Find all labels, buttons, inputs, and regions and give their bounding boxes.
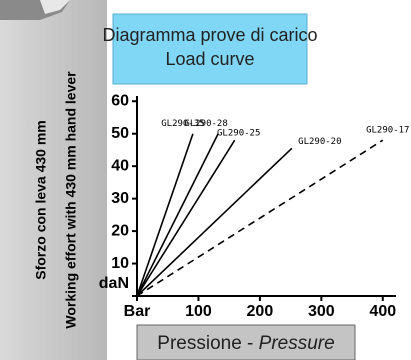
series-line — [136, 133, 219, 297]
y-tick-label: 50 — [111, 125, 129, 142]
y-tick-label: daN — [99, 275, 129, 292]
x-label: Pressione - Pressure — [157, 333, 334, 354]
series-label: GL290-25 — [217, 129, 260, 139]
y-label: Sforzo con leva 430 mm — [33, 120, 49, 280]
y-tick-label: 40 — [111, 157, 129, 174]
x-tick-label: 300 — [308, 303, 335, 320]
x-label-box — [136, 324, 356, 360]
series-label: GL290-20 — [298, 137, 341, 147]
x-tick-label: 100 — [185, 303, 212, 320]
x-tick-label: 200 — [247, 303, 274, 320]
y-tick-label: 30 — [111, 190, 129, 207]
y-tick-label: 10 — [111, 255, 129, 272]
photo-fragment — [40, 0, 70, 14]
y-label: Working effort with 430 mm hand lever — [63, 71, 79, 329]
x-tick-label: Bar — [124, 303, 151, 320]
side-panel — [0, 0, 107, 360]
y-tick-label: 20 — [111, 222, 129, 239]
series-label: GL290-17 — [366, 126, 409, 136]
x-label-main: Pressione - — [157, 333, 253, 354]
x-label-alt: Pressure — [259, 333, 335, 354]
chart-title: Diagramma prove di carico — [102, 25, 317, 45]
series-line — [136, 139, 384, 297]
series-line — [136, 147, 293, 297]
series-line — [136, 133, 194, 297]
x-tick-label: 400 — [369, 303, 396, 320]
series-label: GL290-35 — [161, 119, 204, 129]
title-box — [112, 13, 308, 85]
series-label: GL290-28 — [184, 119, 227, 129]
y-tick-label: 60 — [111, 92, 129, 109]
series-line — [136, 139, 236, 297]
chart-subtitle: Load curve — [165, 49, 254, 69]
